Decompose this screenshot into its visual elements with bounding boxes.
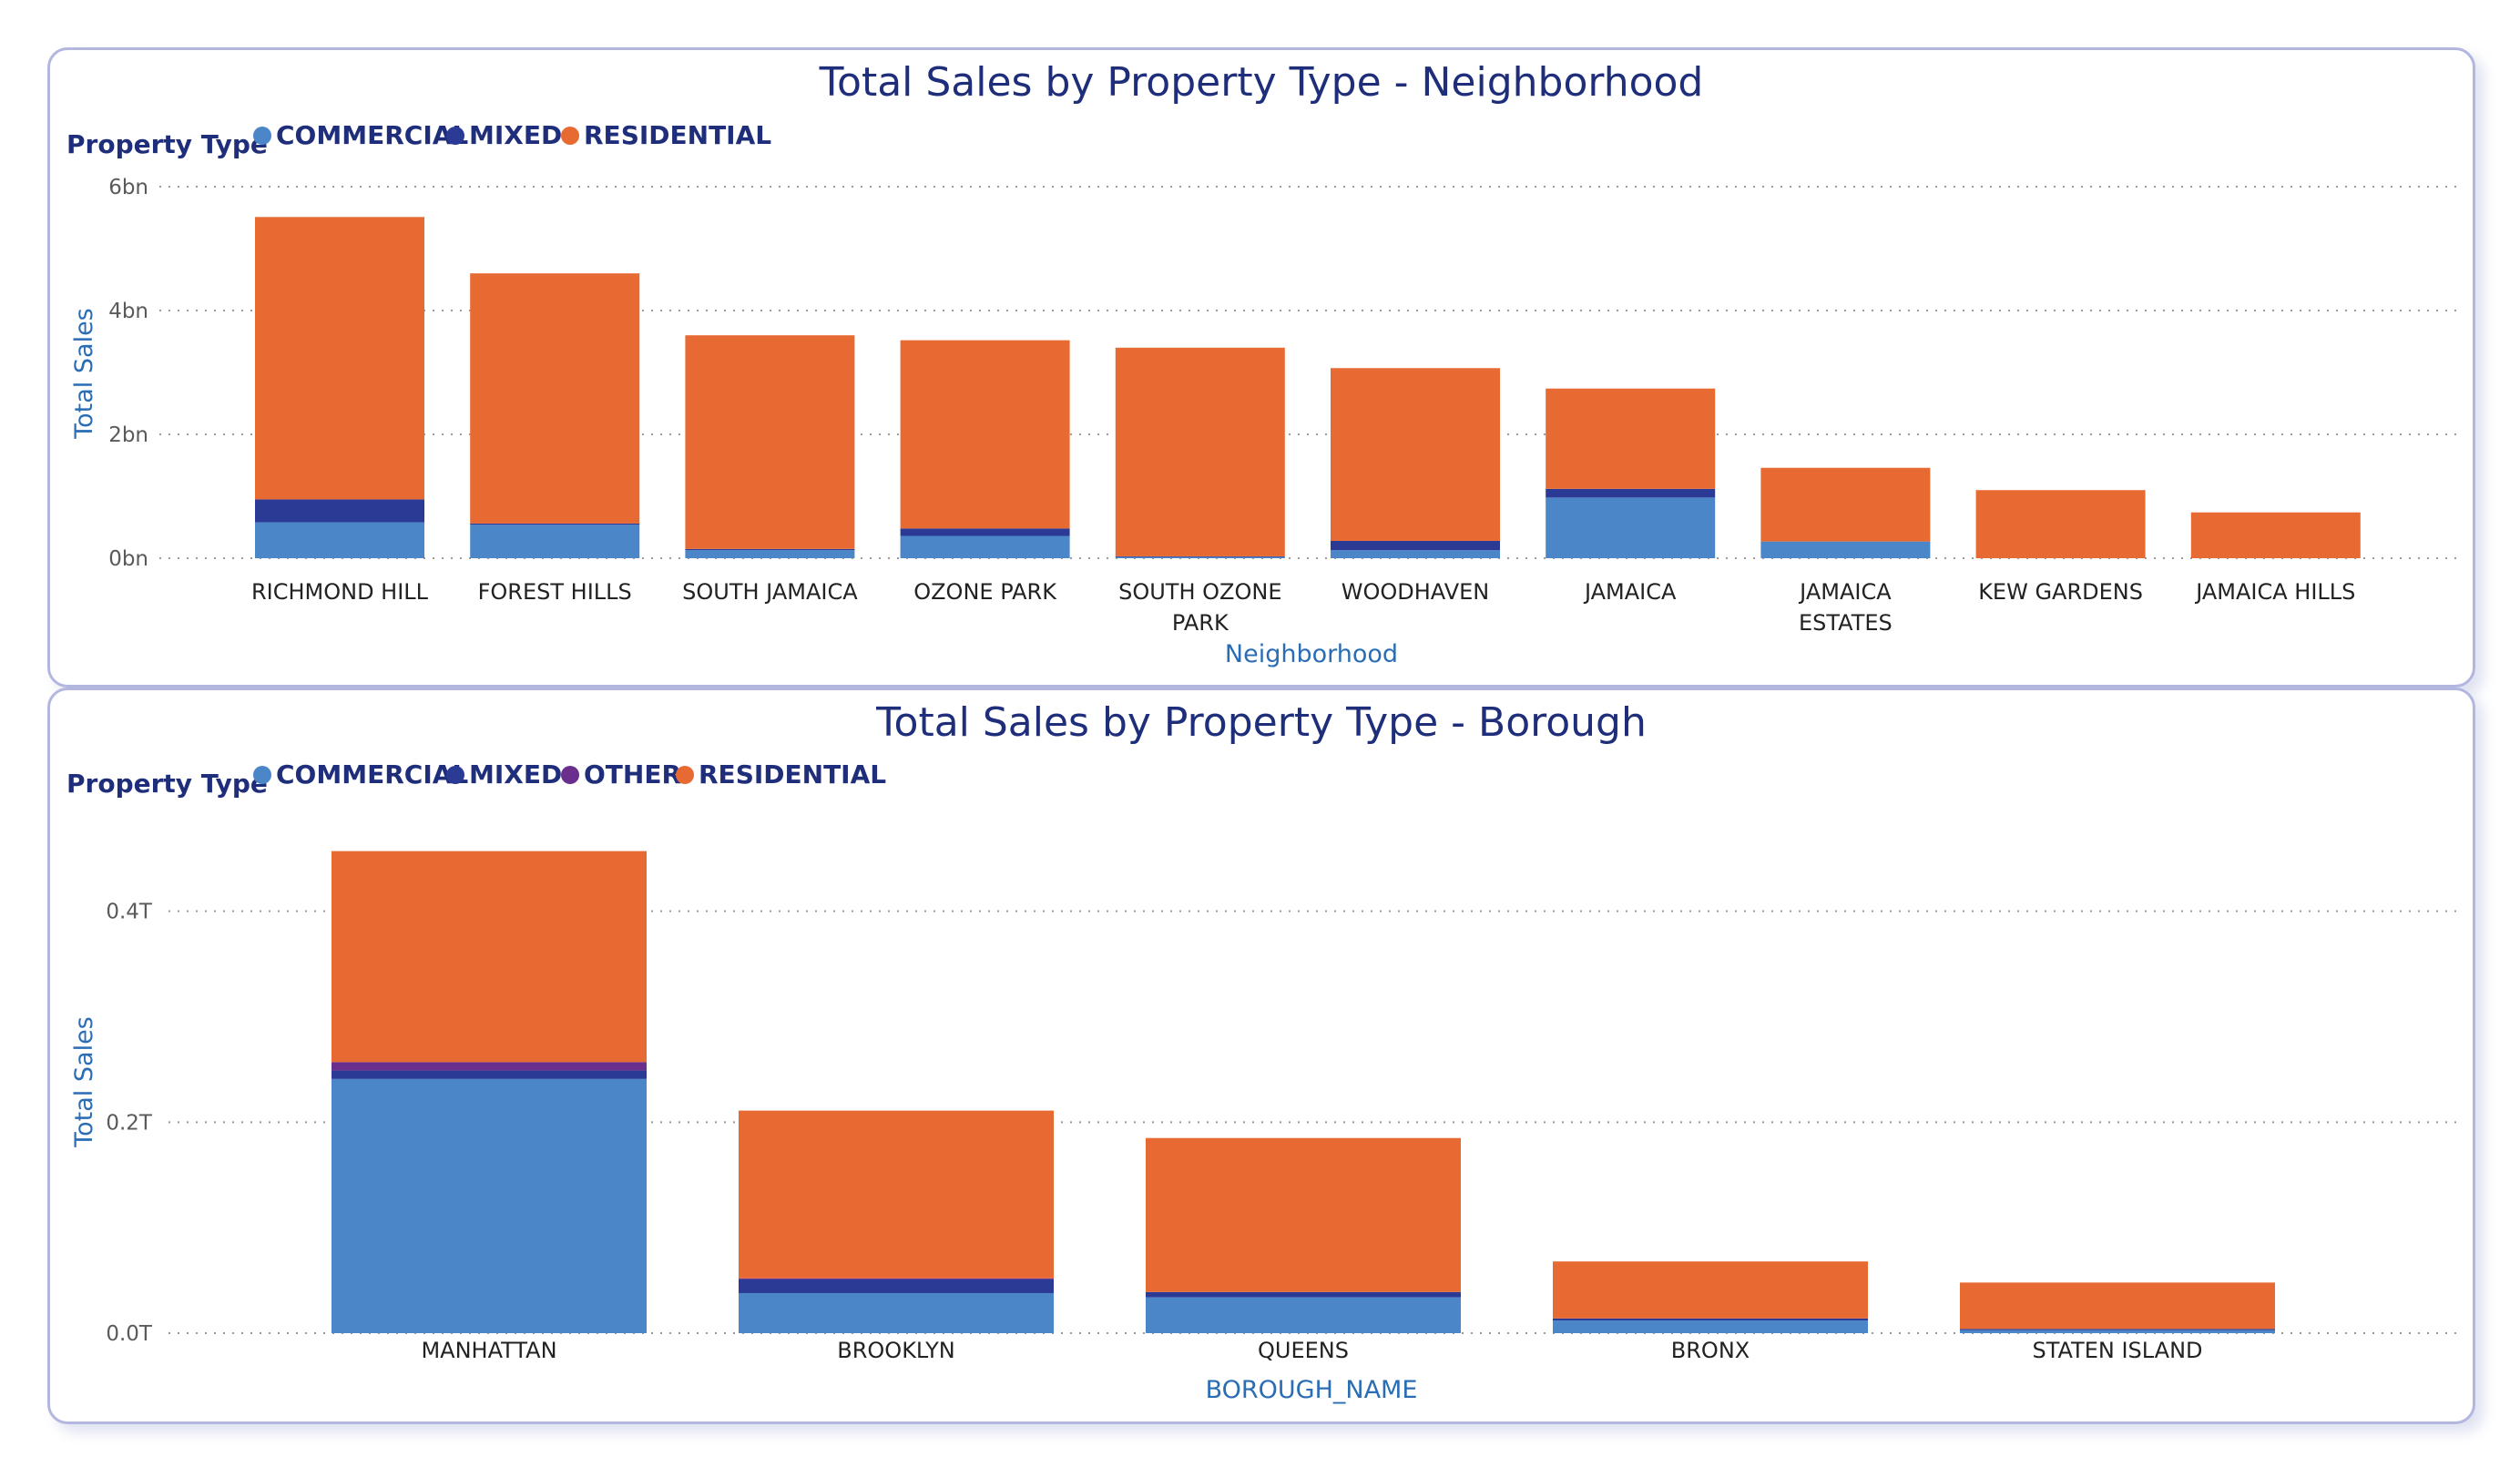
y-tick-label: 2bn (108, 423, 148, 447)
legend-marker-mixed (446, 127, 464, 145)
bars (255, 217, 2361, 558)
legend-label-mixed[interactable]: MIXED (469, 759, 562, 790)
bar-manhattan-other[interactable] (332, 1062, 647, 1071)
legend: COMMERCIAL MIXED RESIDENTIAL (253, 120, 771, 150)
bar-jamaica-commercial[interactable] (1546, 497, 1716, 558)
x-tick-label-staten-island: STATEN ISLAND (2032, 1338, 2202, 1363)
bar-manhattan-mixed[interactable] (332, 1070, 647, 1079)
legend-marker-residential (561, 127, 579, 145)
bar-bronx-commercial[interactable] (1553, 1320, 1868, 1333)
bar-south-ozone-park-residential[interactable] (1115, 347, 1285, 556)
bar-ozone-park-residential[interactable] (900, 340, 1070, 529)
bar-jamaica-mixed[interactable] (1546, 488, 1716, 498)
legend-label-mixed[interactable]: MIXED (469, 120, 562, 150)
y-tick-label: 0.0T (106, 1322, 153, 1346)
bar-brooklyn-commercial[interactable] (739, 1292, 1054, 1333)
bar-bronx-residential[interactable] (1553, 1261, 1868, 1319)
bar-richmond-hill-mixed[interactable] (255, 499, 424, 523)
bar-south-jamaica-residential[interactable] (685, 335, 855, 549)
bar-manhattan-commercial[interactable] (332, 1078, 647, 1333)
y-tick-label: 4bn (108, 300, 148, 323)
bar-staten-island-commercial[interactable] (1960, 1330, 2275, 1333)
x-tick-label-richmond-hill: RICHMOND HILL (251, 579, 429, 605)
neighborhood-chart-panel: Total Sales by Property Type - Neighborh… (47, 47, 2475, 688)
bar-forest-hills-mixed[interactable] (470, 523, 640, 525)
bar-forest-hills-residential[interactable] (470, 273, 640, 524)
x-tick-label-ozone-park: OZONE PARK (913, 579, 1057, 605)
x-tick-label-jamaica-estates: JAMAICA ESTATES (1798, 579, 1893, 636)
x-tick-label-bronx: BRONX (1671, 1338, 1750, 1363)
y-tick-label: 0.4T (106, 901, 153, 924)
legend-label-other[interactable]: OTHER (584, 759, 681, 790)
bar-staten-island-mixed[interactable] (1960, 1329, 2275, 1330)
bar-jamaica-residential[interactable] (1546, 388, 1716, 489)
bar-richmond-hill-residential[interactable] (255, 217, 424, 500)
x-tick-label-manhattan: MANHATTAN (421, 1338, 556, 1363)
borough-chart: Total Sales by Property Type - Borough P… (66, 699, 2464, 1404)
category-labels: RICHMOND HILL FOREST HILLS SOUTH JAMAICA OZ… (251, 579, 2355, 636)
x-tick-label-kew-gardens: KEW GARDENS (1978, 579, 2143, 605)
bars (332, 851, 2275, 1333)
legend-marker-commercial (253, 766, 271, 784)
category-labels: MANHATTAN BROOKLYN QUEENS BRONX STATEN ISLAN… (421, 1338, 2202, 1363)
legend-title: Property Type (66, 769, 268, 799)
bar-woodhaven-residential[interactable] (1331, 368, 1500, 541)
bar-south-ozone-park-commercial[interactable] (1115, 556, 1285, 558)
bar-queens-commercial[interactable] (1146, 1297, 1461, 1333)
bar-staten-island-residential[interactable] (1960, 1282, 2275, 1330)
x-tick-label-brooklyn: BROOKLYN (837, 1338, 954, 1363)
legend-marker-mixed (446, 766, 464, 784)
bar-ozone-park-commercial[interactable] (900, 535, 1070, 558)
x-axis-title: Neighborhood (1225, 640, 1398, 668)
x-tick-label-south-jamaica: SOUTH JAMAICA (682, 579, 858, 605)
y-tick-label: 6bn (108, 176, 148, 199)
legend-label-residential[interactable]: RESIDENTIAL (699, 759, 886, 790)
legend-label-residential[interactable]: RESIDENTIAL (584, 120, 771, 150)
bar-forest-hills-commercial[interactable] (470, 525, 640, 558)
bar-brooklyn-residential[interactable] (739, 1110, 1054, 1279)
x-axis-title: BOROUGH_NAME (1206, 1376, 1418, 1404)
bar-jamaica-estates-residential[interactable] (1760, 467, 1931, 542)
bar-kew-gardens-residential[interactable] (1975, 490, 2146, 558)
y-axis-title: Total Sales (70, 308, 98, 440)
bar-bronx-mixed[interactable] (1553, 1318, 1868, 1321)
legend-title: Property Type (66, 129, 268, 159)
bar-queens-mixed[interactable] (1146, 1291, 1461, 1298)
legend-label-commercial[interactable]: COMMERCIAL (276, 759, 468, 790)
bar-queens-residential[interactable] (1146, 1137, 1461, 1292)
bar-south-jamaica-mixed[interactable] (685, 548, 855, 551)
bar-woodhaven-commercial[interactable] (1331, 550, 1500, 558)
bar-south-ozone-park-mixed[interactable] (1115, 555, 1285, 557)
bar-ozone-park-mixed[interactable] (900, 528, 1070, 536)
bar-woodhaven-mixed[interactable] (1331, 540, 1500, 551)
bar-manhattan-residential[interactable] (332, 851, 647, 1063)
x-tick-label-south-ozone-park: SOUTH OZONE PARK (1118, 579, 1281, 636)
bar-jamaica-estates-commercial[interactable] (1760, 541, 1931, 558)
legend-marker-residential (676, 766, 694, 784)
legend-label-commercial[interactable]: COMMERCIAL (276, 120, 468, 150)
neighborhood-chart: Total Sales by Property Type - Neighborh… (66, 59, 2464, 668)
legend-marker-other (561, 766, 579, 784)
bar-south-jamaica-commercial[interactable] (685, 550, 855, 558)
x-tick-label-woodhaven: WOODHAVEN (1342, 579, 1489, 605)
bar-jamaica-hills-residential[interactable] (2190, 512, 2361, 558)
x-tick-label-jamaica-hills: JAMAICA HILLS (2194, 579, 2355, 605)
legend: COMMERCIAL MIXED OTHER RESIDENTIAL (253, 759, 886, 790)
chart-title: Total Sales by Property Type - Neighborh… (819, 59, 1704, 106)
x-tick-label-queens: QUEENS (1258, 1338, 1349, 1363)
bar-richmond-hill-commercial[interactable] (255, 522, 424, 558)
y-axis-title: Total Sales (70, 1016, 98, 1148)
borough-chart-panel: Total Sales by Property Type - Borough P… (47, 688, 2475, 1424)
legend-marker-commercial (253, 127, 271, 145)
x-tick-label-forest-hills: FOREST HILLS (478, 579, 632, 605)
chart-title: Total Sales by Property Type - Borough (875, 699, 1647, 746)
y-tick-label: 0bn (108, 547, 148, 571)
y-tick-label: 0.2T (106, 1111, 153, 1135)
bar-brooklyn-mixed[interactable] (739, 1279, 1054, 1293)
x-tick-label-jamaica: JAMAICA (1583, 579, 1677, 605)
